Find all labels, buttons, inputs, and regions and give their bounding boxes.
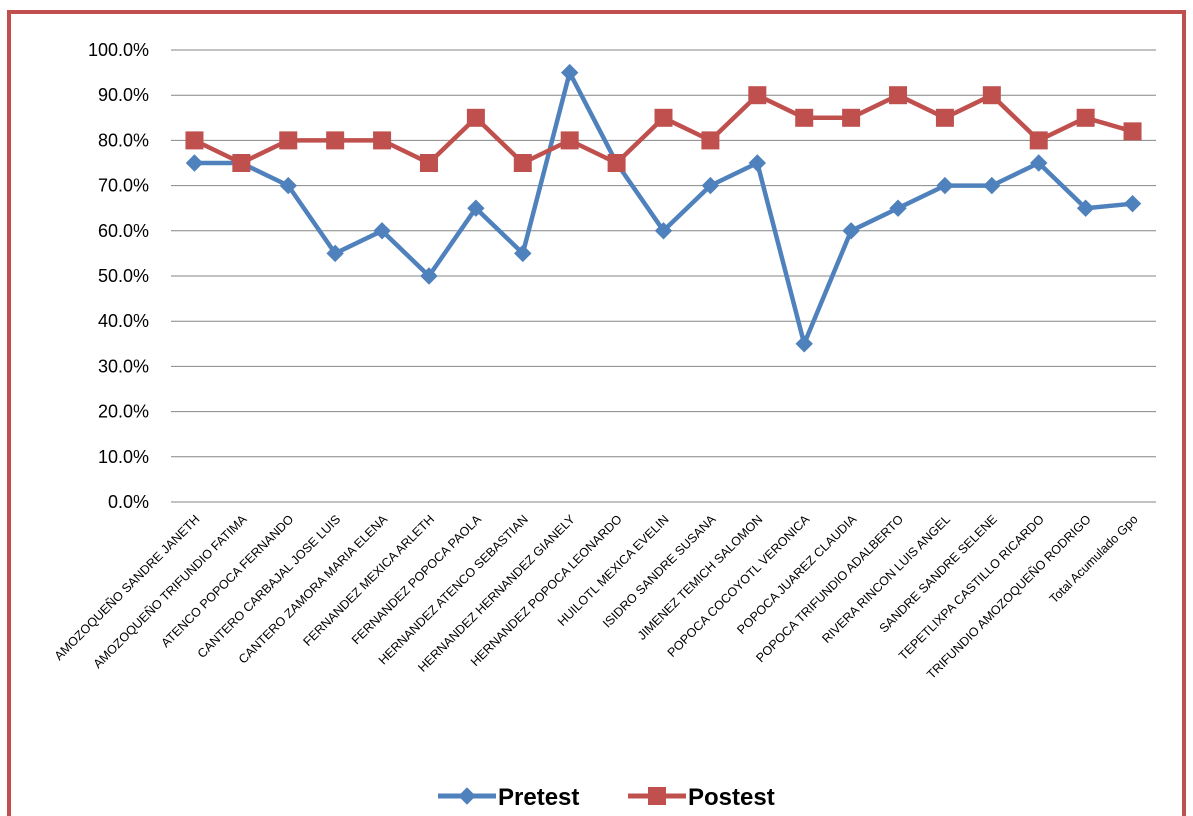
data-point-postest	[701, 131, 720, 150]
y-tick-label: 30.0%	[98, 356, 149, 376]
x-tick-label: Total Acumulado Gpo	[1047, 512, 1141, 606]
data-point-postest	[935, 108, 954, 127]
data-point-postest	[795, 108, 814, 127]
data-point-pretest	[326, 244, 344, 263]
data-point-postest	[842, 108, 861, 127]
data-point-pretest	[1123, 194, 1142, 213]
data-point-pretest	[279, 176, 297, 195]
data-point-postest	[607, 154, 626, 172]
data-point-pretest	[889, 199, 907, 217]
data-point-pretest	[185, 154, 204, 172]
y-tick-label: 80.0%	[98, 130, 149, 150]
y-tick-label: 0.0%	[108, 492, 149, 512]
data-point-postest	[279, 131, 298, 150]
legend-item-postest: Postest	[628, 784, 775, 811]
data-point-postest	[1029, 131, 1048, 150]
data-point-postest	[1076, 108, 1095, 127]
legend: Pretest Postest	[438, 784, 775, 811]
series	[185, 63, 1142, 353]
data-point-postest	[232, 154, 251, 172]
data-point-pretest	[467, 199, 485, 217]
data-point-pretest	[654, 222, 673, 240]
data-point-pretest	[795, 335, 813, 353]
data-point-postest	[654, 108, 673, 127]
data-point-postest	[1123, 122, 1142, 141]
y-tick-label: 60.0%	[98, 221, 149, 241]
data-point-postest	[185, 131, 204, 150]
data-point-pretest	[514, 244, 532, 263]
data-point-pretest	[701, 176, 720, 195]
data-point-postest	[748, 86, 767, 105]
data-point-postest	[982, 86, 1001, 105]
y-tick-label: 70.0%	[98, 176, 149, 196]
data-point-pretest	[420, 267, 438, 285]
data-point-postest	[513, 154, 532, 172]
data-point-pretest	[373, 222, 391, 240]
data-point-pretest	[1076, 199, 1095, 217]
series-pretest	[185, 63, 1142, 353]
y-tick-label: 100.0%	[88, 40, 149, 60]
data-point-postest	[373, 131, 392, 150]
x-tick-label: TRIFUNDIO AMOZOQUEÑO RODRIGO	[924, 512, 1094, 682]
data-point-pretest	[560, 63, 579, 82]
y-tick-label: 90.0%	[98, 85, 149, 105]
data-point-postest	[466, 108, 485, 127]
data-point-postest	[889, 86, 908, 105]
y-axis-ticks: 0.0% 10.0% 20.0% 30.0% 40.0% 50.0% 60.0% 70.0% 8…	[88, 40, 149, 512]
data-point-pretest	[842, 222, 860, 240]
data-point-pretest	[1030, 154, 1048, 172]
y-tick-label: 50.0%	[98, 266, 149, 286]
data-point-pretest	[936, 176, 954, 195]
legend-label: Pretest	[498, 784, 579, 811]
data-point-pretest	[748, 154, 767, 172]
data-point-pretest	[983, 176, 1001, 195]
legend-item-pretest: Pretest	[438, 784, 579, 811]
data-point-postest	[326, 131, 345, 150]
data-point-postest	[419, 154, 438, 172]
y-tick-label: 20.0%	[98, 402, 149, 422]
legend-label: Postest	[688, 784, 775, 811]
y-tick-label: 40.0%	[98, 311, 149, 331]
data-point-postest	[560, 131, 579, 150]
legend-marker	[648, 787, 666, 805]
series-postest	[185, 86, 1142, 172]
legend-marker	[458, 787, 476, 805]
series-line-postest	[193, 92, 1134, 166]
y-tick-label: 10.0%	[98, 447, 149, 467]
